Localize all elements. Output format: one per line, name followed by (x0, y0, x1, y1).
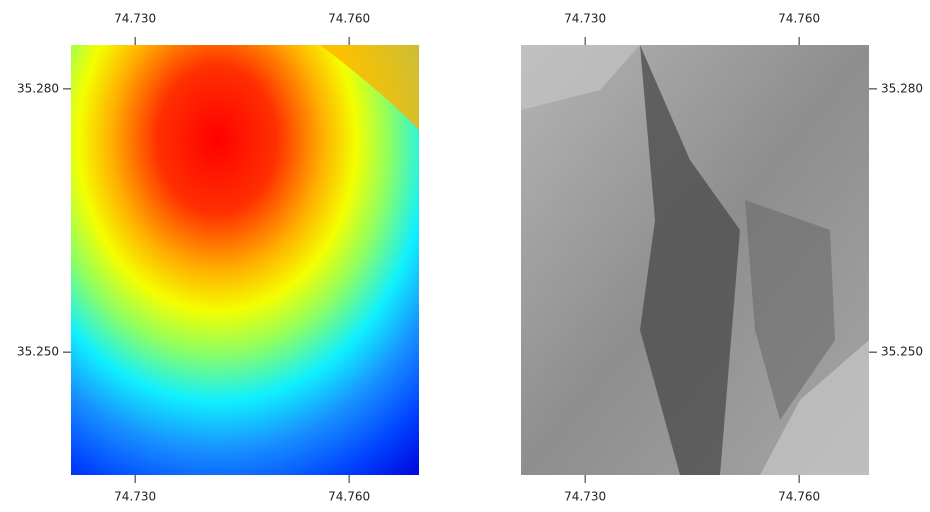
y-tick-label: 35.280 (881, 81, 923, 95)
x-tick-label: 74.730 (564, 490, 606, 504)
map-figure: 74.730 74.730 74.760 74.760 35.280 35.250 74.7… (0, 0, 930, 508)
x-tick-label: 74.730 (564, 12, 606, 26)
x-tick-label: 74.760 (328, 490, 370, 504)
y-tick-label: 35.280 (17, 81, 59, 95)
hillshade-raster (521, 45, 869, 475)
x-tick-label: 74.760 (778, 490, 820, 504)
y-tick-label: 35.250 (881, 345, 923, 359)
elevation-raster (71, 45, 419, 475)
y-tick-label: 35.250 (17, 345, 59, 359)
x-tick-label: 74.760 (328, 12, 370, 26)
x-tick-label: 74.760 (778, 12, 820, 26)
x-tick-label: 74.730 (114, 490, 156, 504)
x-tick-label: 74.730 (114, 12, 156, 26)
